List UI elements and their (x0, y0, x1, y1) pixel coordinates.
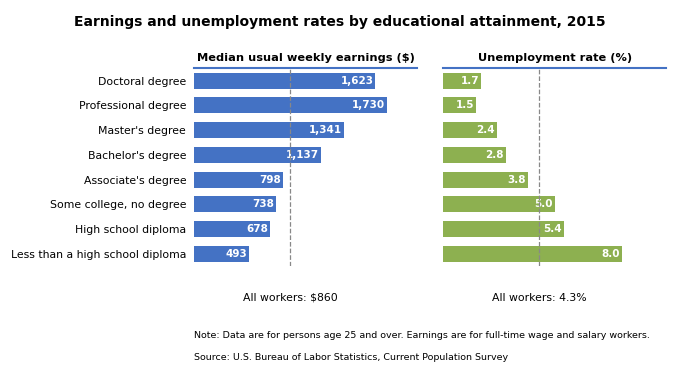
Text: 2.4: 2.4 (476, 125, 495, 135)
Bar (194, 245, 249, 262)
Text: 3.8: 3.8 (507, 174, 526, 185)
Bar (443, 122, 496, 138)
Text: 1,623: 1,623 (341, 76, 373, 86)
Text: 2.8: 2.8 (486, 150, 504, 160)
Bar (443, 97, 477, 114)
Bar (194, 196, 276, 212)
Bar (194, 147, 321, 163)
Bar (443, 147, 505, 163)
Title: Median usual weekly earnings ($): Median usual weekly earnings ($) (197, 54, 414, 63)
Text: 678: 678 (246, 224, 268, 234)
Text: 798: 798 (260, 174, 282, 185)
Text: 738: 738 (253, 199, 275, 209)
Bar (443, 73, 481, 89)
Bar (194, 221, 269, 237)
Text: 1.5: 1.5 (456, 100, 475, 111)
Bar (194, 97, 387, 114)
Text: 1,730: 1,730 (352, 100, 386, 111)
Text: All workers: $860: All workers: $860 (243, 293, 337, 302)
Text: 1,341: 1,341 (309, 125, 342, 135)
Text: 5.0: 5.0 (534, 199, 553, 209)
Bar (443, 196, 555, 212)
Text: 5.4: 5.4 (543, 224, 562, 234)
Bar (194, 171, 283, 188)
Text: All workers: 4.3%: All workers: 4.3% (492, 293, 586, 302)
Title: Unemployment rate (%): Unemployment rate (%) (477, 54, 632, 63)
Text: 1,137: 1,137 (286, 150, 319, 160)
Bar (443, 171, 528, 188)
Bar (194, 122, 343, 138)
Bar (443, 221, 564, 237)
Text: Source: U.S. Bureau of Labor Statistics, Current Population Survey: Source: U.S. Bureau of Labor Statistics,… (194, 353, 508, 363)
Text: 493: 493 (226, 249, 248, 259)
Text: Earnings and unemployment rates by educational attainment, 2015: Earnings and unemployment rates by educa… (74, 15, 606, 29)
Text: 8.0: 8.0 (601, 249, 620, 259)
Text: Note: Data are for persons age 25 and over. Earnings are for full-time wage and : Note: Data are for persons age 25 and ov… (194, 331, 649, 340)
Text: 1.7: 1.7 (460, 76, 479, 86)
Bar (443, 245, 622, 262)
Bar (194, 73, 375, 89)
